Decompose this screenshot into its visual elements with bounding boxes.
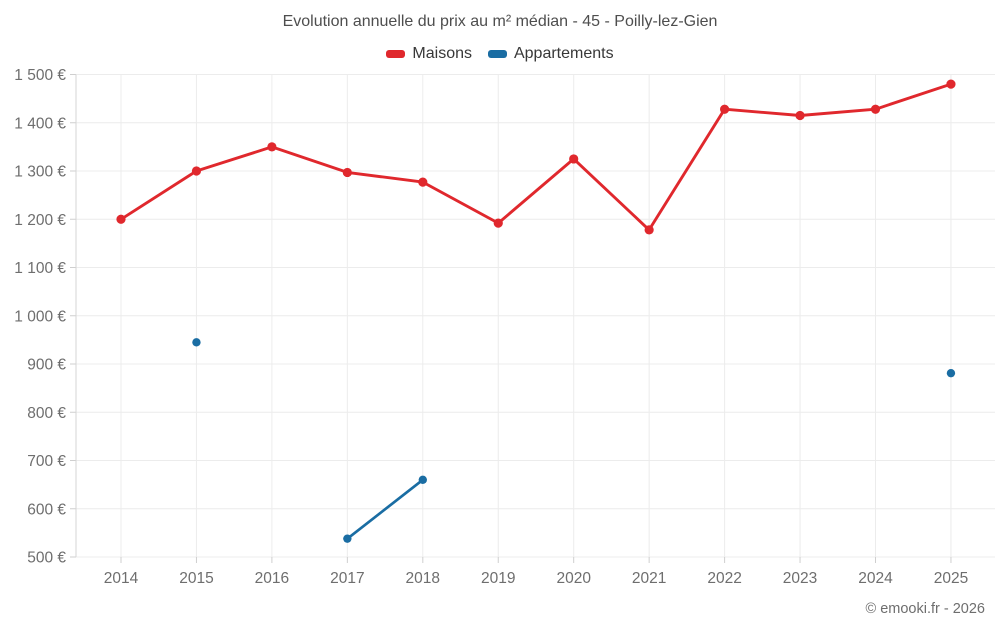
x-axis-tick-label: 2018 bbox=[406, 570, 440, 587]
y-axis-tick-label: 500 € bbox=[27, 550, 66, 567]
x-axis-tick-label: 2019 bbox=[481, 570, 515, 587]
gridlines bbox=[76, 74, 995, 558]
x-axis-tick-label: 2025 bbox=[934, 570, 968, 587]
x-axis-tick-label: 2020 bbox=[556, 570, 591, 587]
x-axis-tick-label: 2016 bbox=[255, 570, 289, 587]
x-axis-tick-label: 2023 bbox=[783, 570, 817, 587]
legend-label-appartements: Appartements bbox=[513, 45, 614, 62]
series-layer bbox=[116, 79, 956, 543]
chart-title: Evolution annuelle du prix au m² médian … bbox=[282, 13, 718, 30]
y-axis-tick-label: 1 100 € bbox=[14, 260, 66, 277]
legend-item-maisons[interactable]: Maisons bbox=[386, 45, 472, 63]
maisons-point-2024[interactable] bbox=[870, 104, 881, 114]
chart-legend: Maisons Appartements bbox=[0, 45, 1000, 63]
y-axis-tick-label: 900 € bbox=[27, 357, 66, 374]
appartements-point-2015[interactable] bbox=[192, 338, 201, 347]
y-axis-tick-label: 1 000 € bbox=[14, 308, 66, 325]
x-axis-tick-label: 2022 bbox=[707, 570, 741, 587]
y-axis-tick-label: 800 € bbox=[27, 405, 66, 422]
appartements-point-2017[interactable] bbox=[343, 534, 352, 543]
x-axis-tick-label: 2014 bbox=[104, 570, 139, 587]
axis-labels: 2014 2015 2016 2017 2018 2019 2020 2021 2022 2023… bbox=[14, 67, 968, 587]
legend-item-appartements[interactable]: Appartements bbox=[487, 45, 614, 63]
x-axis-tick-label: 2017 bbox=[330, 570, 364, 587]
maisons-point-2023[interactable] bbox=[795, 110, 805, 121]
maisons-point-2021[interactable] bbox=[644, 225, 654, 235]
y-axis-tick-label: 1 300 € bbox=[14, 164, 66, 181]
maisons-swatch-icon bbox=[386, 50, 406, 58]
axes bbox=[70, 74, 952, 563]
chart-footer: © emooki.fr - 2026 bbox=[865, 601, 985, 617]
y-axis-tick-label: 1 200 € bbox=[14, 212, 66, 229]
legend-label-maisons: Maisons bbox=[412, 45, 472, 62]
y-axis-tick-label: 700 € bbox=[27, 453, 66, 470]
x-axis-tick-label: 2024 bbox=[858, 570, 893, 587]
maisons-point-2022[interactable] bbox=[720, 104, 730, 114]
appartements-swatch-icon bbox=[487, 50, 507, 58]
maisons-line bbox=[119, 82, 953, 232]
maisons-point-2014[interactable] bbox=[116, 214, 126, 224]
maisons-point-2020[interactable] bbox=[569, 154, 579, 164]
appartements-point-2025[interactable] bbox=[946, 368, 956, 378]
maisons-point-2019[interactable] bbox=[493, 218, 503, 228]
y-axis-tick-label: 1 500 € bbox=[14, 67, 66, 84]
maisons-point-2015[interactable] bbox=[191, 166, 202, 176]
maisons-point-2017[interactable] bbox=[342, 167, 352, 178]
maisons-point-2025[interactable] bbox=[946, 79, 956, 89]
x-axis-tick-label: 2015 bbox=[179, 570, 213, 587]
maisons-point-2016[interactable] bbox=[267, 142, 277, 152]
maisons-point-2018[interactable] bbox=[418, 177, 428, 187]
y-axis-tick-label: 1 400 € bbox=[14, 115, 66, 132]
x-axis-tick-label: 2021 bbox=[632, 570, 666, 587]
y-axis-tick-label: 600 € bbox=[27, 501, 66, 518]
appartements-point-2018[interactable] bbox=[418, 475, 427, 484]
